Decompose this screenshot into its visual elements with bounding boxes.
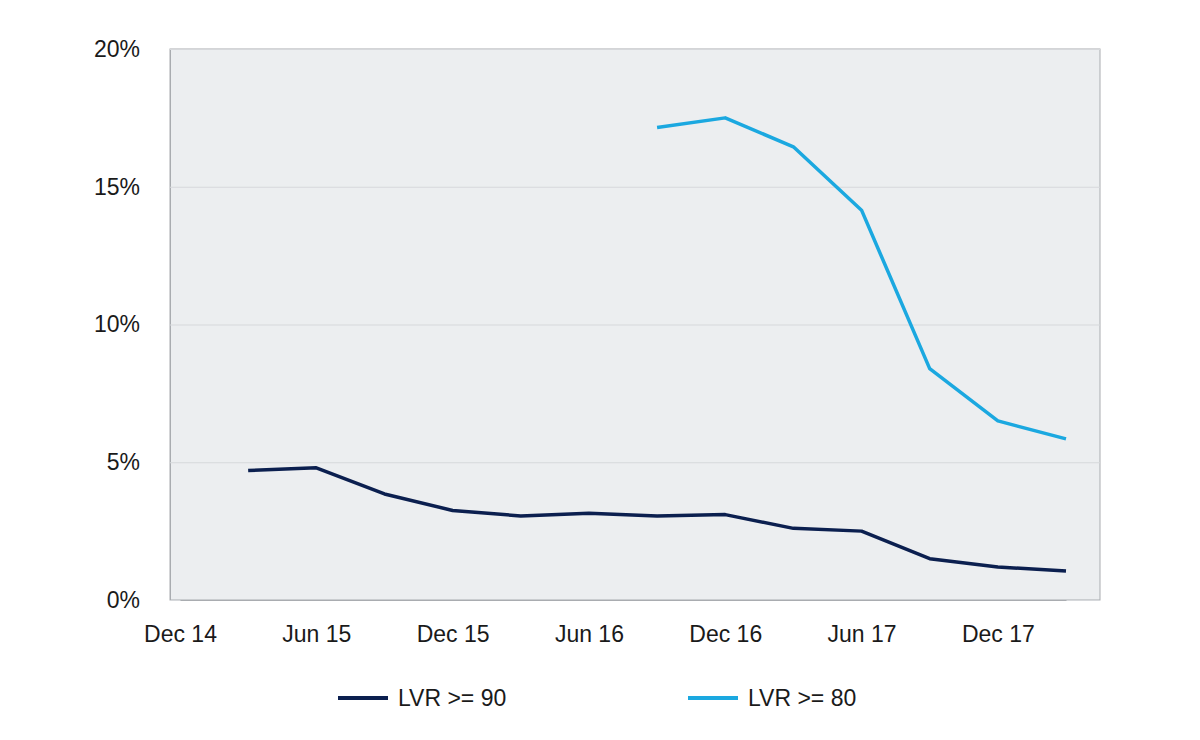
- series-line: [248, 468, 1066, 571]
- x-axis-line: [181, 600, 1067, 601]
- x-tick-label: Dec 14: [144, 621, 217, 647]
- x-tick: Jun 17: [828, 600, 897, 647]
- plot-frame: [170, 49, 1100, 600]
- chart: 0%5%10%15%20%Dec 14Jun 15Dec 15Jun 16Dec…: [0, 0, 1200, 740]
- x-tick: Dec 16: [689, 600, 762, 647]
- grid-line: [170, 600, 1100, 601]
- grid-line: [170, 325, 1100, 326]
- x-tick: Jun 16: [555, 600, 624, 647]
- x-tick: Jun 15: [282, 600, 351, 647]
- y-tick: 20%: [94, 36, 1100, 62]
- y-tick-label: 20%: [94, 36, 140, 62]
- x-tick: Dec 17: [962, 600, 1035, 647]
- legend-label: LVR >= 90: [398, 685, 506, 711]
- x-tick-label: Dec 17: [962, 621, 1035, 647]
- grid-line: [170, 462, 1100, 463]
- legend-swatch: [688, 696, 738, 700]
- y-tick-label: 10%: [94, 311, 140, 337]
- x-tick-label: Dec 16: [689, 621, 762, 647]
- y-axis: 0% 5% 10% 15% 20%: [94, 36, 1100, 613]
- y-tick-label: 5%: [107, 449, 140, 475]
- grid-line: [170, 49, 1100, 50]
- x-tick: Dec 14: [144, 600, 217, 647]
- lines: [248, 118, 1066, 571]
- y-tick-label: 0%: [107, 587, 140, 613]
- x-tick-label: Dec 15: [417, 621, 490, 647]
- legend-swatch: [338, 696, 388, 700]
- legend: LVR >= 90 LVR >= 80: [338, 685, 856, 711]
- x-tick: Dec 15: [417, 600, 490, 647]
- x-tick-label: Jun 16: [555, 621, 624, 647]
- legend-label: LVR >= 80: [748, 685, 856, 711]
- y-tick: 15%: [94, 174, 1100, 200]
- y-tick: 0%: [107, 587, 1100, 613]
- x-tick-label: Jun 17: [828, 621, 897, 647]
- grid-line: [170, 187, 1100, 188]
- x-axis: Dec 14 Jun 15 Dec 15 Jun 16 Dec 16 Jun 17 Dec …: [144, 600, 1066, 647]
- y-tick-label: 15%: [94, 174, 140, 200]
- x-tick-label: Jun 15: [282, 621, 351, 647]
- y-tick: 10%: [94, 311, 1100, 337]
- series-line: [657, 118, 1066, 439]
